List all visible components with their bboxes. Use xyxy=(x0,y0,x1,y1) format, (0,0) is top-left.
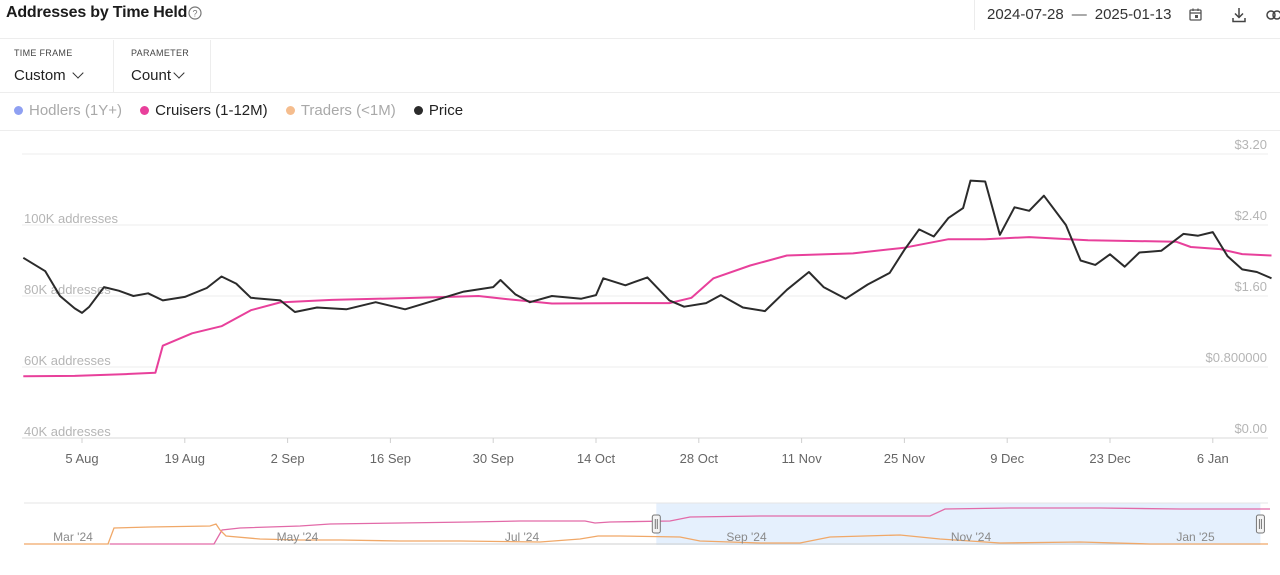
x-tick-label: 19 Aug xyxy=(165,451,206,466)
y-right-tick-label: $2.40 xyxy=(1234,208,1267,223)
y-right-tick-label: $3.20 xyxy=(1234,137,1267,152)
chevron-down-icon xyxy=(72,67,84,79)
timeframe-filter[interactable]: TIME FRAME Custom xyxy=(14,48,84,84)
legend-label: Price xyxy=(428,102,464,119)
x-tick-label: 11 Nov xyxy=(781,451,822,466)
navigator-tick-label: May '24 xyxy=(277,530,319,544)
x-tick-label: 2 Sep xyxy=(271,451,305,466)
navigator-cruisers-line xyxy=(110,507,1270,545)
legend-label: Traders (<1M) xyxy=(300,102,396,119)
navigator-traders-line xyxy=(24,523,1268,545)
chevron-down-icon xyxy=(173,67,185,79)
x-tick-label: 6 Jan xyxy=(1197,451,1229,466)
x-tick-label: 25 Nov xyxy=(884,451,926,466)
navigator-tick-label: Jul '24 xyxy=(505,530,540,544)
navigator-tick-label: Sep '24 xyxy=(726,530,767,544)
x-tick-label: 5 Aug xyxy=(65,451,98,466)
parameter-label: PARAMETER xyxy=(131,48,190,58)
filter-separator xyxy=(210,40,211,92)
legend-item-hodlers[interactable]: Hodlers (1Y+) xyxy=(14,102,122,119)
navigator-chart[interactable]: Mar '24 May '24 Jul '24 Sep '24 Nov '24 Jan '… xyxy=(0,500,1280,550)
x-tick-label: 14 Oct xyxy=(577,451,616,466)
navigator-selection xyxy=(656,503,1261,545)
date-range-picker[interactable]: 2024-07-28 — 2025-01-13 xyxy=(974,0,1215,30)
svg-text:?: ? xyxy=(192,9,197,19)
timeframe-label: TIME FRAME xyxy=(14,48,73,58)
legend-item-cruisers[interactable]: Cruisers (1-12M) xyxy=(140,102,268,119)
timeframe-dropdown[interactable]: Custom xyxy=(14,67,84,84)
date-end[interactable]: 2025-01-13 xyxy=(1094,6,1172,23)
legend-label: Cruisers (1-12M) xyxy=(155,102,268,119)
x-tick-label: 30 Sep xyxy=(473,451,514,466)
timeframe-value: Custom xyxy=(14,67,66,84)
x-tick-label: 28 Oct xyxy=(680,451,719,466)
series-line-price xyxy=(22,179,1272,314)
legend-dot xyxy=(413,106,423,115)
chart-title: Addresses by Time Held xyxy=(6,4,188,21)
y-left-tick-label: 100K addresses xyxy=(24,211,118,226)
calendar-icon[interactable] xyxy=(1189,8,1202,21)
parameter-value: Count xyxy=(131,67,172,84)
legend-item-traders[interactable]: Traders (<1M) xyxy=(285,102,396,119)
series-line-cruisers-1-12m xyxy=(23,236,1272,378)
y-right-tick-label: $0.00 xyxy=(1234,421,1267,436)
legend-divider xyxy=(0,130,1280,131)
chart-header: Addresses by Time Held ? 2024-07-28 — 2025… xyxy=(0,0,1280,34)
parameter-filter[interactable]: PARAMETER Count xyxy=(131,48,189,84)
y-right-tick-label: $1.60 xyxy=(1234,279,1267,294)
navigator-left-handle[interactable] xyxy=(651,514,661,534)
chart-legend: Hodlers (1Y+) Cruisers (1-12M) Traders (… xyxy=(14,102,477,119)
y-left-tick-label: 80K addresses xyxy=(24,282,111,297)
download-icon[interactable] xyxy=(1232,7,1246,23)
header-divider xyxy=(0,38,1280,39)
y-left-tick-label: 60K addresses xyxy=(24,353,111,368)
y-right-tick-label: $0.800000 xyxy=(1206,350,1267,365)
share-link-icon[interactable] xyxy=(1266,9,1280,21)
filters-divider xyxy=(0,92,1280,93)
navigator-tick-label: Jan '25 xyxy=(1176,530,1215,544)
date-separator: — xyxy=(1071,6,1087,23)
legend-dot xyxy=(140,106,150,115)
legend-dot xyxy=(285,106,295,115)
x-tick-label: 9 Dec xyxy=(990,451,1024,466)
navigator-tick-label: Nov '24 xyxy=(951,530,992,544)
legend-item-price[interactable]: Price xyxy=(413,102,464,119)
x-tick-label: 16 Sep xyxy=(370,451,411,466)
main-chart[interactable]: $0.00 $0.800000 $1.60 $2.40 $3.20 40K address… xyxy=(0,132,1280,482)
legend-dot xyxy=(14,106,23,115)
filter-separator xyxy=(113,40,114,92)
navigator-right-handle[interactable] xyxy=(1255,514,1265,534)
parameter-dropdown[interactable]: Count xyxy=(131,67,189,84)
navigator-tick-label: Mar '24 xyxy=(53,530,93,544)
legend-label: Hodlers (1Y+) xyxy=(29,102,122,119)
date-start[interactable]: 2024-07-28 xyxy=(987,6,1064,23)
x-tick-label: 23 Dec xyxy=(1089,451,1131,466)
help-icon[interactable]: ? xyxy=(188,6,202,20)
y-left-tick-label: 40K addresses xyxy=(24,424,111,439)
